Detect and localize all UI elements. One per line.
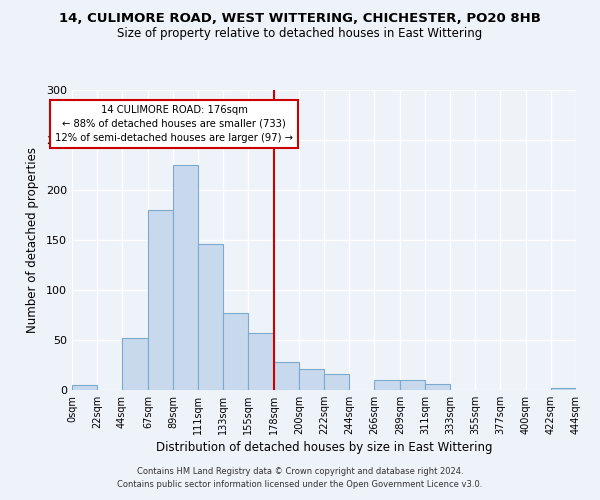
Text: Contains HM Land Registry data © Crown copyright and database right 2024.: Contains HM Land Registry data © Crown c…: [137, 467, 463, 476]
Bar: [248, 333, 274, 390]
Bar: [551, 388, 576, 390]
Bar: [324, 374, 349, 390]
Bar: [425, 384, 450, 390]
Bar: [173, 165, 198, 390]
Bar: [400, 380, 425, 390]
Text: 14 CULIMORE ROAD: 176sqm
← 88% of detached houses are smaller (733)
12% of semi-: 14 CULIMORE ROAD: 176sqm ← 88% of detach…: [55, 105, 293, 143]
Bar: [72, 385, 97, 390]
Bar: [274, 362, 299, 390]
Text: Size of property relative to detached houses in East Wittering: Size of property relative to detached ho…: [118, 28, 482, 40]
X-axis label: Distribution of detached houses by size in East Wittering: Distribution of detached houses by size …: [156, 442, 492, 454]
Bar: [374, 380, 400, 390]
Bar: [299, 369, 324, 390]
Bar: [223, 313, 248, 390]
Bar: [148, 210, 173, 390]
Text: Contains public sector information licensed under the Open Government Licence v3: Contains public sector information licen…: [118, 480, 482, 489]
Text: 14, CULIMORE ROAD, WEST WITTERING, CHICHESTER, PO20 8HB: 14, CULIMORE ROAD, WEST WITTERING, CHICH…: [59, 12, 541, 26]
Bar: [122, 338, 148, 390]
Bar: [198, 244, 223, 390]
Y-axis label: Number of detached properties: Number of detached properties: [26, 147, 39, 333]
